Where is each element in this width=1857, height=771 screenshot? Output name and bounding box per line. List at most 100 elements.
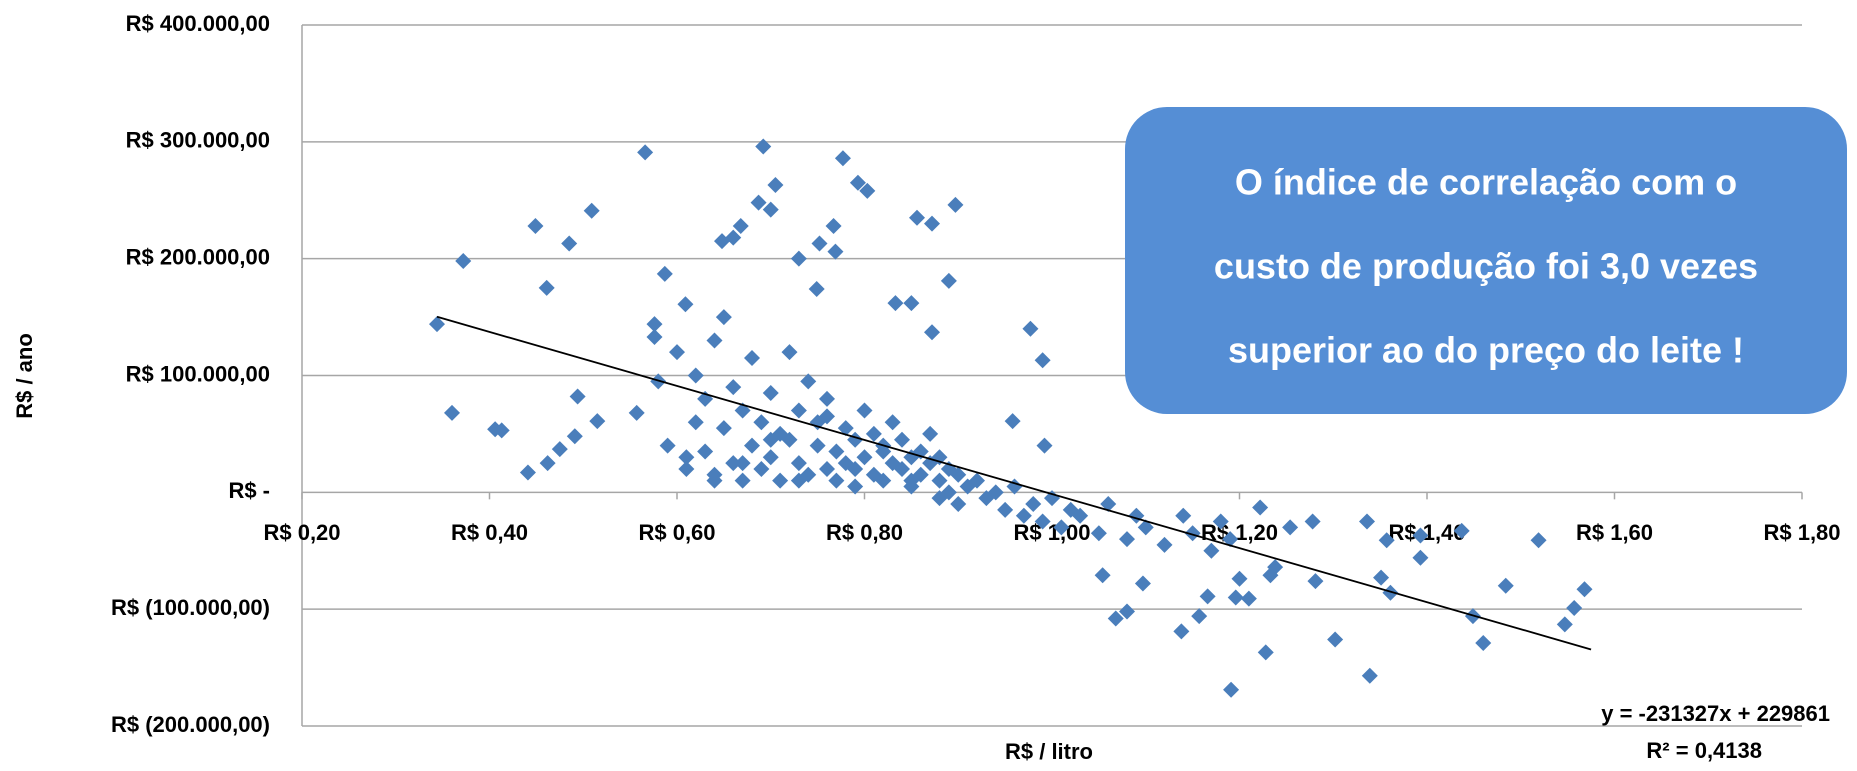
point bbox=[569, 388, 586, 405]
x-tick-label: R$ 1,00 bbox=[1013, 520, 1090, 545]
point bbox=[1119, 531, 1135, 548]
y-tick-label: R$ 100.000,00 bbox=[126, 361, 270, 386]
point bbox=[1212, 513, 1229, 530]
point bbox=[950, 496, 967, 513]
point bbox=[762, 449, 779, 466]
point bbox=[1203, 542, 1220, 559]
point bbox=[429, 316, 445, 333]
point bbox=[828, 472, 845, 489]
callout: O índice de correlação com o custo de pro… bbox=[1125, 107, 1847, 414]
point bbox=[1231, 570, 1248, 587]
point bbox=[1053, 519, 1070, 536]
y-tick-label: R$ 400.000,00 bbox=[126, 11, 270, 36]
point bbox=[828, 443, 845, 460]
point bbox=[646, 328, 663, 345]
point bbox=[894, 460, 910, 477]
x-tick-label: R$ 0,80 bbox=[826, 520, 903, 545]
point bbox=[1566, 599, 1583, 616]
point bbox=[706, 466, 723, 483]
point bbox=[1022, 320, 1039, 337]
point bbox=[819, 390, 835, 407]
point bbox=[762, 201, 779, 218]
x-axis-title: R$ / litro bbox=[1005, 739, 1093, 764]
point bbox=[1252, 499, 1269, 516]
x-tick-label: R$ 1,40 bbox=[1388, 520, 1465, 545]
point bbox=[865, 425, 882, 442]
r2-label: R² = 0,4138 bbox=[1646, 738, 1762, 763]
point bbox=[1373, 569, 1390, 586]
point bbox=[790, 455, 807, 472]
point bbox=[744, 437, 760, 454]
point bbox=[781, 344, 798, 361]
point bbox=[687, 414, 704, 431]
point bbox=[1025, 496, 1042, 513]
point bbox=[1475, 635, 1492, 652]
y-tick-label: R$ 300.000,00 bbox=[126, 128, 270, 153]
point bbox=[884, 414, 901, 431]
point bbox=[811, 235, 828, 252]
point bbox=[950, 466, 967, 483]
point bbox=[1556, 616, 1573, 633]
point bbox=[903, 295, 920, 312]
x-tick-label: R$ 0,60 bbox=[638, 520, 715, 545]
point bbox=[1223, 681, 1240, 698]
point bbox=[924, 324, 940, 341]
point bbox=[1361, 667, 1378, 684]
point bbox=[755, 138, 772, 155]
point bbox=[1034, 352, 1051, 369]
point bbox=[1137, 519, 1154, 536]
point bbox=[809, 437, 826, 454]
point bbox=[444, 404, 460, 421]
callout-line: O índice de correlação com o bbox=[1235, 162, 1737, 203]
point bbox=[725, 229, 742, 246]
point bbox=[628, 404, 645, 421]
point bbox=[1134, 575, 1151, 592]
point bbox=[969, 472, 985, 489]
x-tick-label: R$ 0,40 bbox=[451, 520, 528, 545]
point bbox=[678, 449, 695, 466]
point bbox=[1453, 522, 1470, 539]
y-tick-label: R$ 200.000,00 bbox=[126, 244, 270, 269]
x-tick-label: R$ 1,80 bbox=[1763, 520, 1840, 545]
x-tick-label: R$ 1,20 bbox=[1201, 520, 1278, 545]
point bbox=[987, 484, 1004, 501]
point bbox=[725, 455, 742, 472]
point bbox=[819, 460, 835, 477]
point bbox=[1107, 610, 1124, 627]
point bbox=[909, 209, 925, 226]
point bbox=[566, 428, 583, 445]
point bbox=[1497, 577, 1514, 594]
point bbox=[455, 253, 472, 270]
point bbox=[1015, 507, 1032, 524]
point bbox=[519, 464, 536, 481]
point bbox=[656, 265, 673, 282]
point bbox=[1090, 525, 1107, 542]
point bbox=[538, 279, 555, 296]
point bbox=[1034, 513, 1051, 530]
point bbox=[1004, 413, 1021, 430]
point bbox=[1412, 549, 1429, 566]
point bbox=[875, 472, 892, 489]
point bbox=[1119, 603, 1135, 620]
point bbox=[1036, 437, 1053, 454]
y-tick-label: R$ (200.000,00) bbox=[111, 712, 270, 737]
callout-line: superior ao do preço do leite ! bbox=[1228, 330, 1744, 371]
x-tick-label: R$ 1,60 bbox=[1576, 520, 1653, 545]
point bbox=[781, 431, 798, 448]
point bbox=[800, 373, 817, 390]
point bbox=[762, 385, 779, 402]
point bbox=[947, 196, 964, 213]
point bbox=[924, 215, 940, 232]
point bbox=[931, 490, 948, 507]
point bbox=[734, 455, 751, 472]
trendline bbox=[436, 315, 1592, 651]
point bbox=[856, 449, 873, 466]
point bbox=[715, 309, 732, 326]
point bbox=[790, 402, 807, 419]
point bbox=[732, 217, 749, 234]
point bbox=[561, 235, 578, 252]
point bbox=[744, 349, 760, 366]
point bbox=[637, 144, 654, 161]
point bbox=[734, 472, 751, 489]
